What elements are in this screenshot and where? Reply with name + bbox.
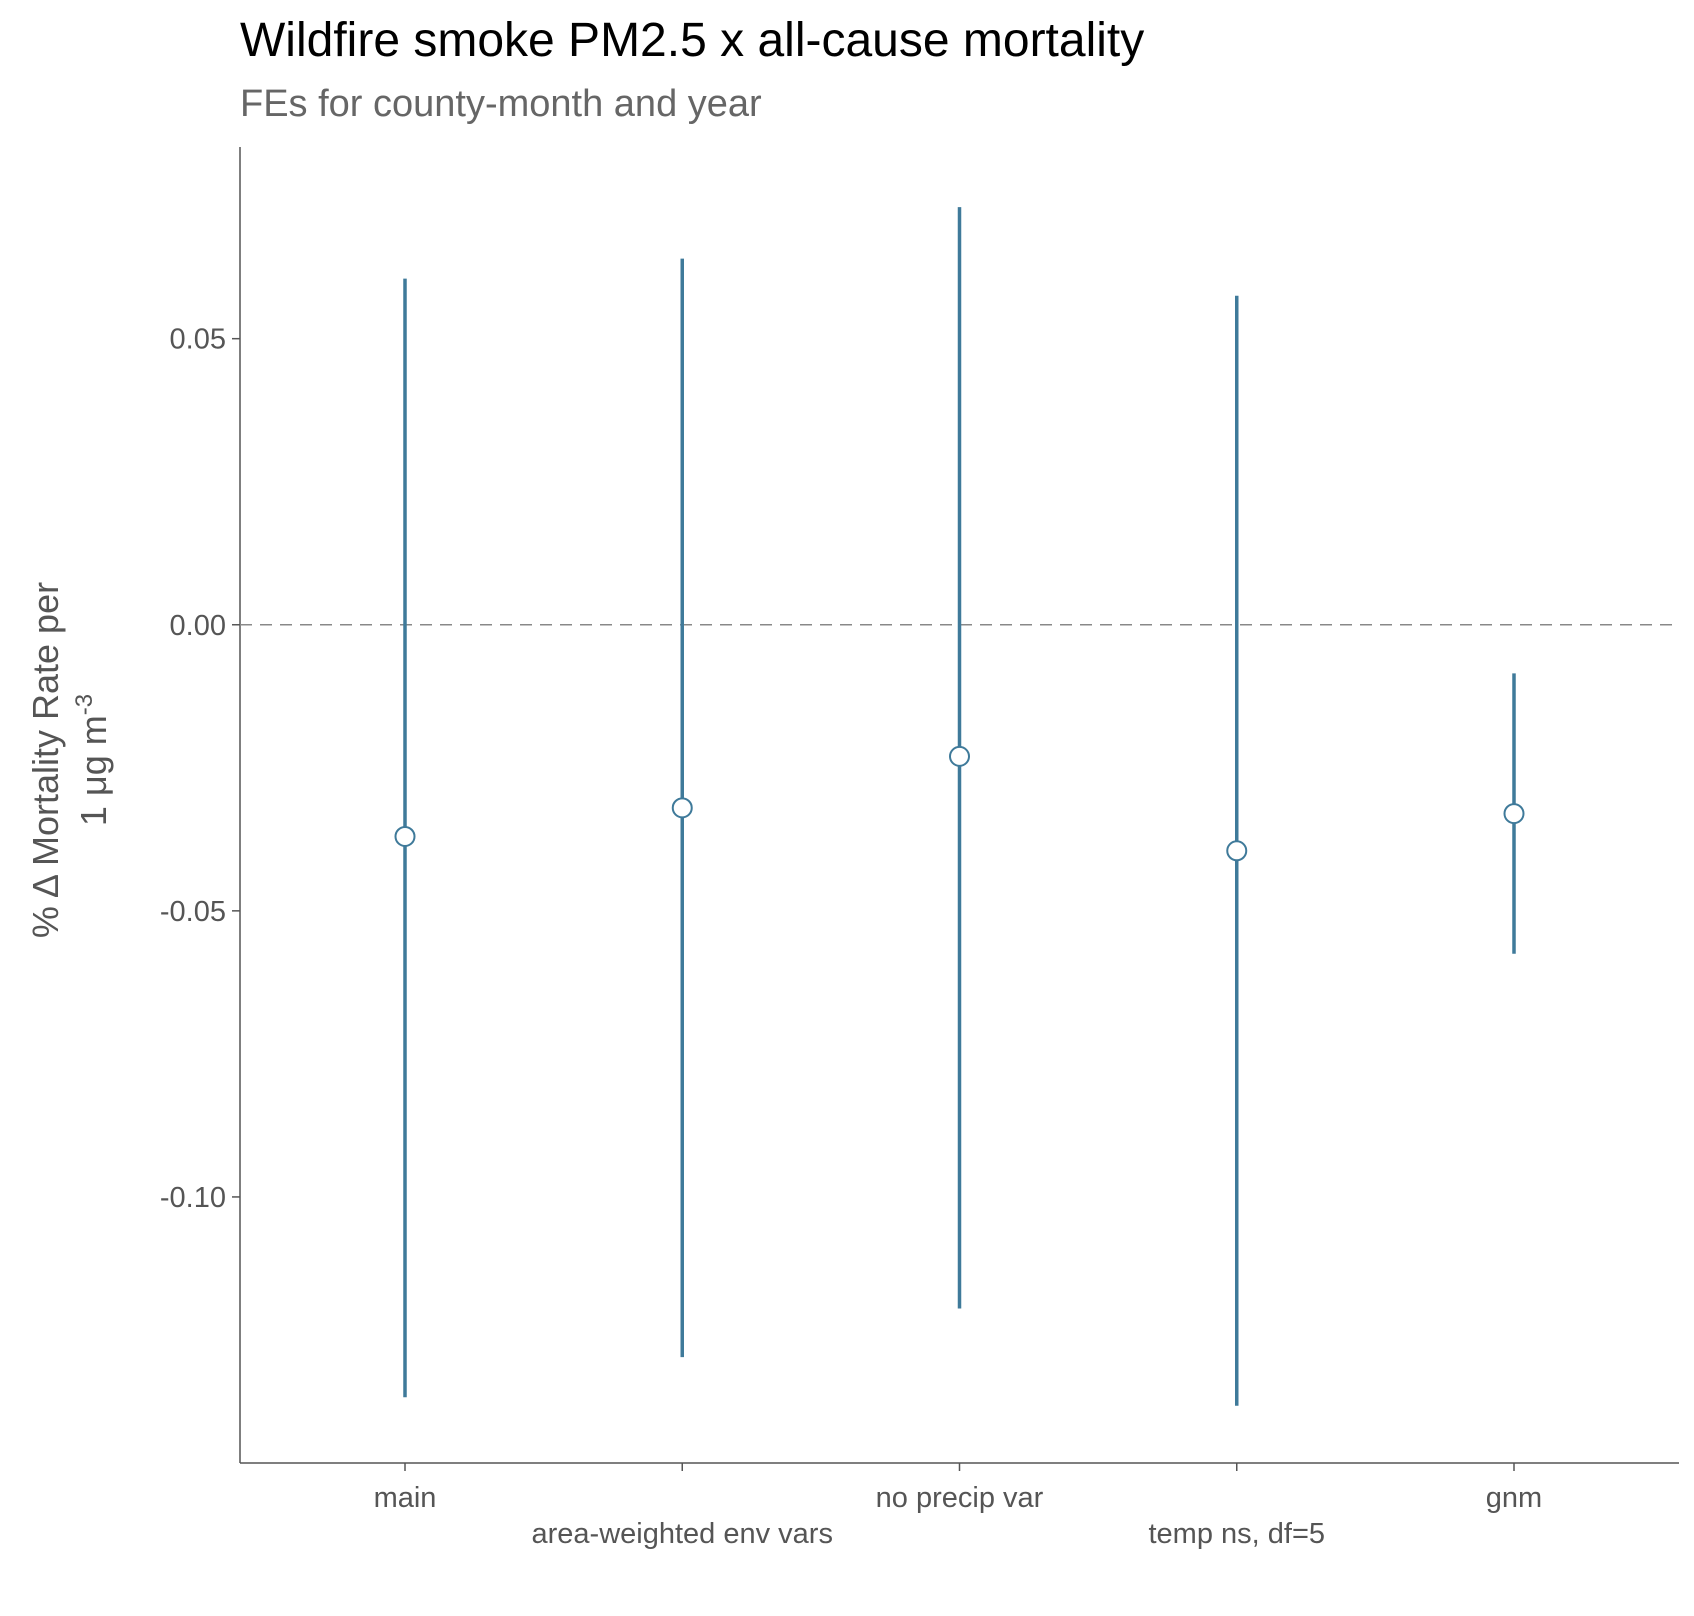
x-tick-label: area-weighted env vars [532, 1518, 833, 1550]
x-ticks: main area-weighted env vars no precip var t… [374, 1463, 1542, 1550]
y-tick-label: 0.00 [170, 610, 226, 642]
point-estimate [949, 745, 970, 767]
chart-subtitle: FEs for county-month and year [240, 83, 762, 125]
y-axis-title-line1: % Δ Mortality Rate per [25, 582, 66, 938]
x-tick-label: gnm [1486, 1482, 1542, 1514]
x-tick-label: no precip var [876, 1482, 1044, 1514]
x-tick-label: temp ns, df=5 [1148, 1518, 1325, 1550]
point-estimate [671, 797, 693, 819]
y-tick-label: -0.05 [160, 896, 226, 928]
chart-title: Wildfire smoke PM2.5 x all-cause mortali… [240, 14, 1144, 67]
estimate-marks [394, 207, 1525, 1406]
y-tick-label: 0.05 [170, 324, 226, 356]
point-estimate [1226, 840, 1248, 862]
point-estimate [394, 825, 416, 847]
x-tick-label: main [374, 1482, 437, 1514]
point-estimate [1503, 803, 1525, 825]
y-ticks: 0.05 0.00 -0.05 -0.10 [160, 324, 240, 1214]
y-axis-title-line2: 1 μg m-3 [71, 694, 114, 826]
y-tick-label: -0.10 [160, 1182, 226, 1214]
y-axis-title: % Δ Mortality Rate per 1 μg m-3 [25, 582, 114, 938]
